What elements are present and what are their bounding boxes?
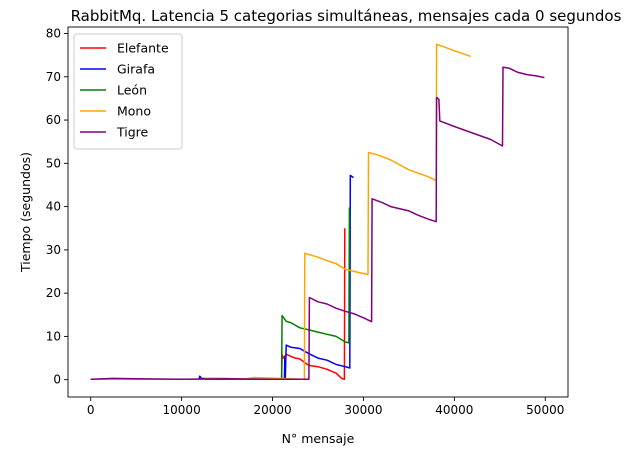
- y-tick-label: 30: [46, 243, 61, 257]
- legend-box: [73, 33, 183, 150]
- legend-items: Elefante Girafa León Mono Tigre: [80, 41, 169, 140]
- y-tick-label: 0: [53, 373, 61, 387]
- y-axis-label: Tiempo (segundos): [18, 152, 33, 273]
- x-tick-label: 50000: [526, 403, 564, 417]
- y-tick-label: 20: [46, 286, 61, 300]
- x-tick-label: 20000: [253, 403, 291, 417]
- x-axis-label: N° mensaje: [282, 431, 355, 446]
- series-line-tigre: [90, 66, 545, 381]
- x-tick-label: 0: [87, 403, 95, 417]
- legend-label: Tigre: [116, 125, 149, 140]
- x-tick-label: 40000: [435, 403, 473, 417]
- y-axis: 0 10 20 30 40 50 60 70 80: [46, 26, 68, 387]
- y-tick-label: 80: [46, 26, 61, 40]
- chart-title: RabbitMq. Latencia 5 categorias simultán…: [71, 7, 622, 25]
- series-line-mono: [90, 43, 471, 381]
- y-tick-label: 40: [46, 200, 61, 214]
- legend-label: Mono: [117, 104, 151, 119]
- legend-label: Elefante: [117, 41, 169, 56]
- x-tick-label: 30000: [344, 403, 382, 417]
- y-tick-label: 10: [46, 329, 61, 343]
- y-tick-label: 60: [46, 113, 61, 127]
- plot-area: [67, 26, 569, 398]
- x-tick-label: 10000: [163, 403, 201, 417]
- legend: Elefante Girafa León Mono Tigre: [73, 33, 183, 150]
- series-line-elefante: [90, 228, 346, 381]
- y-tick-label: 70: [46, 70, 61, 84]
- y-tick-label: 50: [46, 156, 61, 170]
- legend-label: Girafa: [117, 62, 155, 77]
- series-line-girafa: [90, 174, 354, 381]
- legend-label: León: [117, 83, 147, 98]
- series-lines: [90, 43, 545, 381]
- x-axis: 0 10000 20000 30000 40000 50000: [87, 397, 564, 417]
- series-line-león: [90, 207, 351, 381]
